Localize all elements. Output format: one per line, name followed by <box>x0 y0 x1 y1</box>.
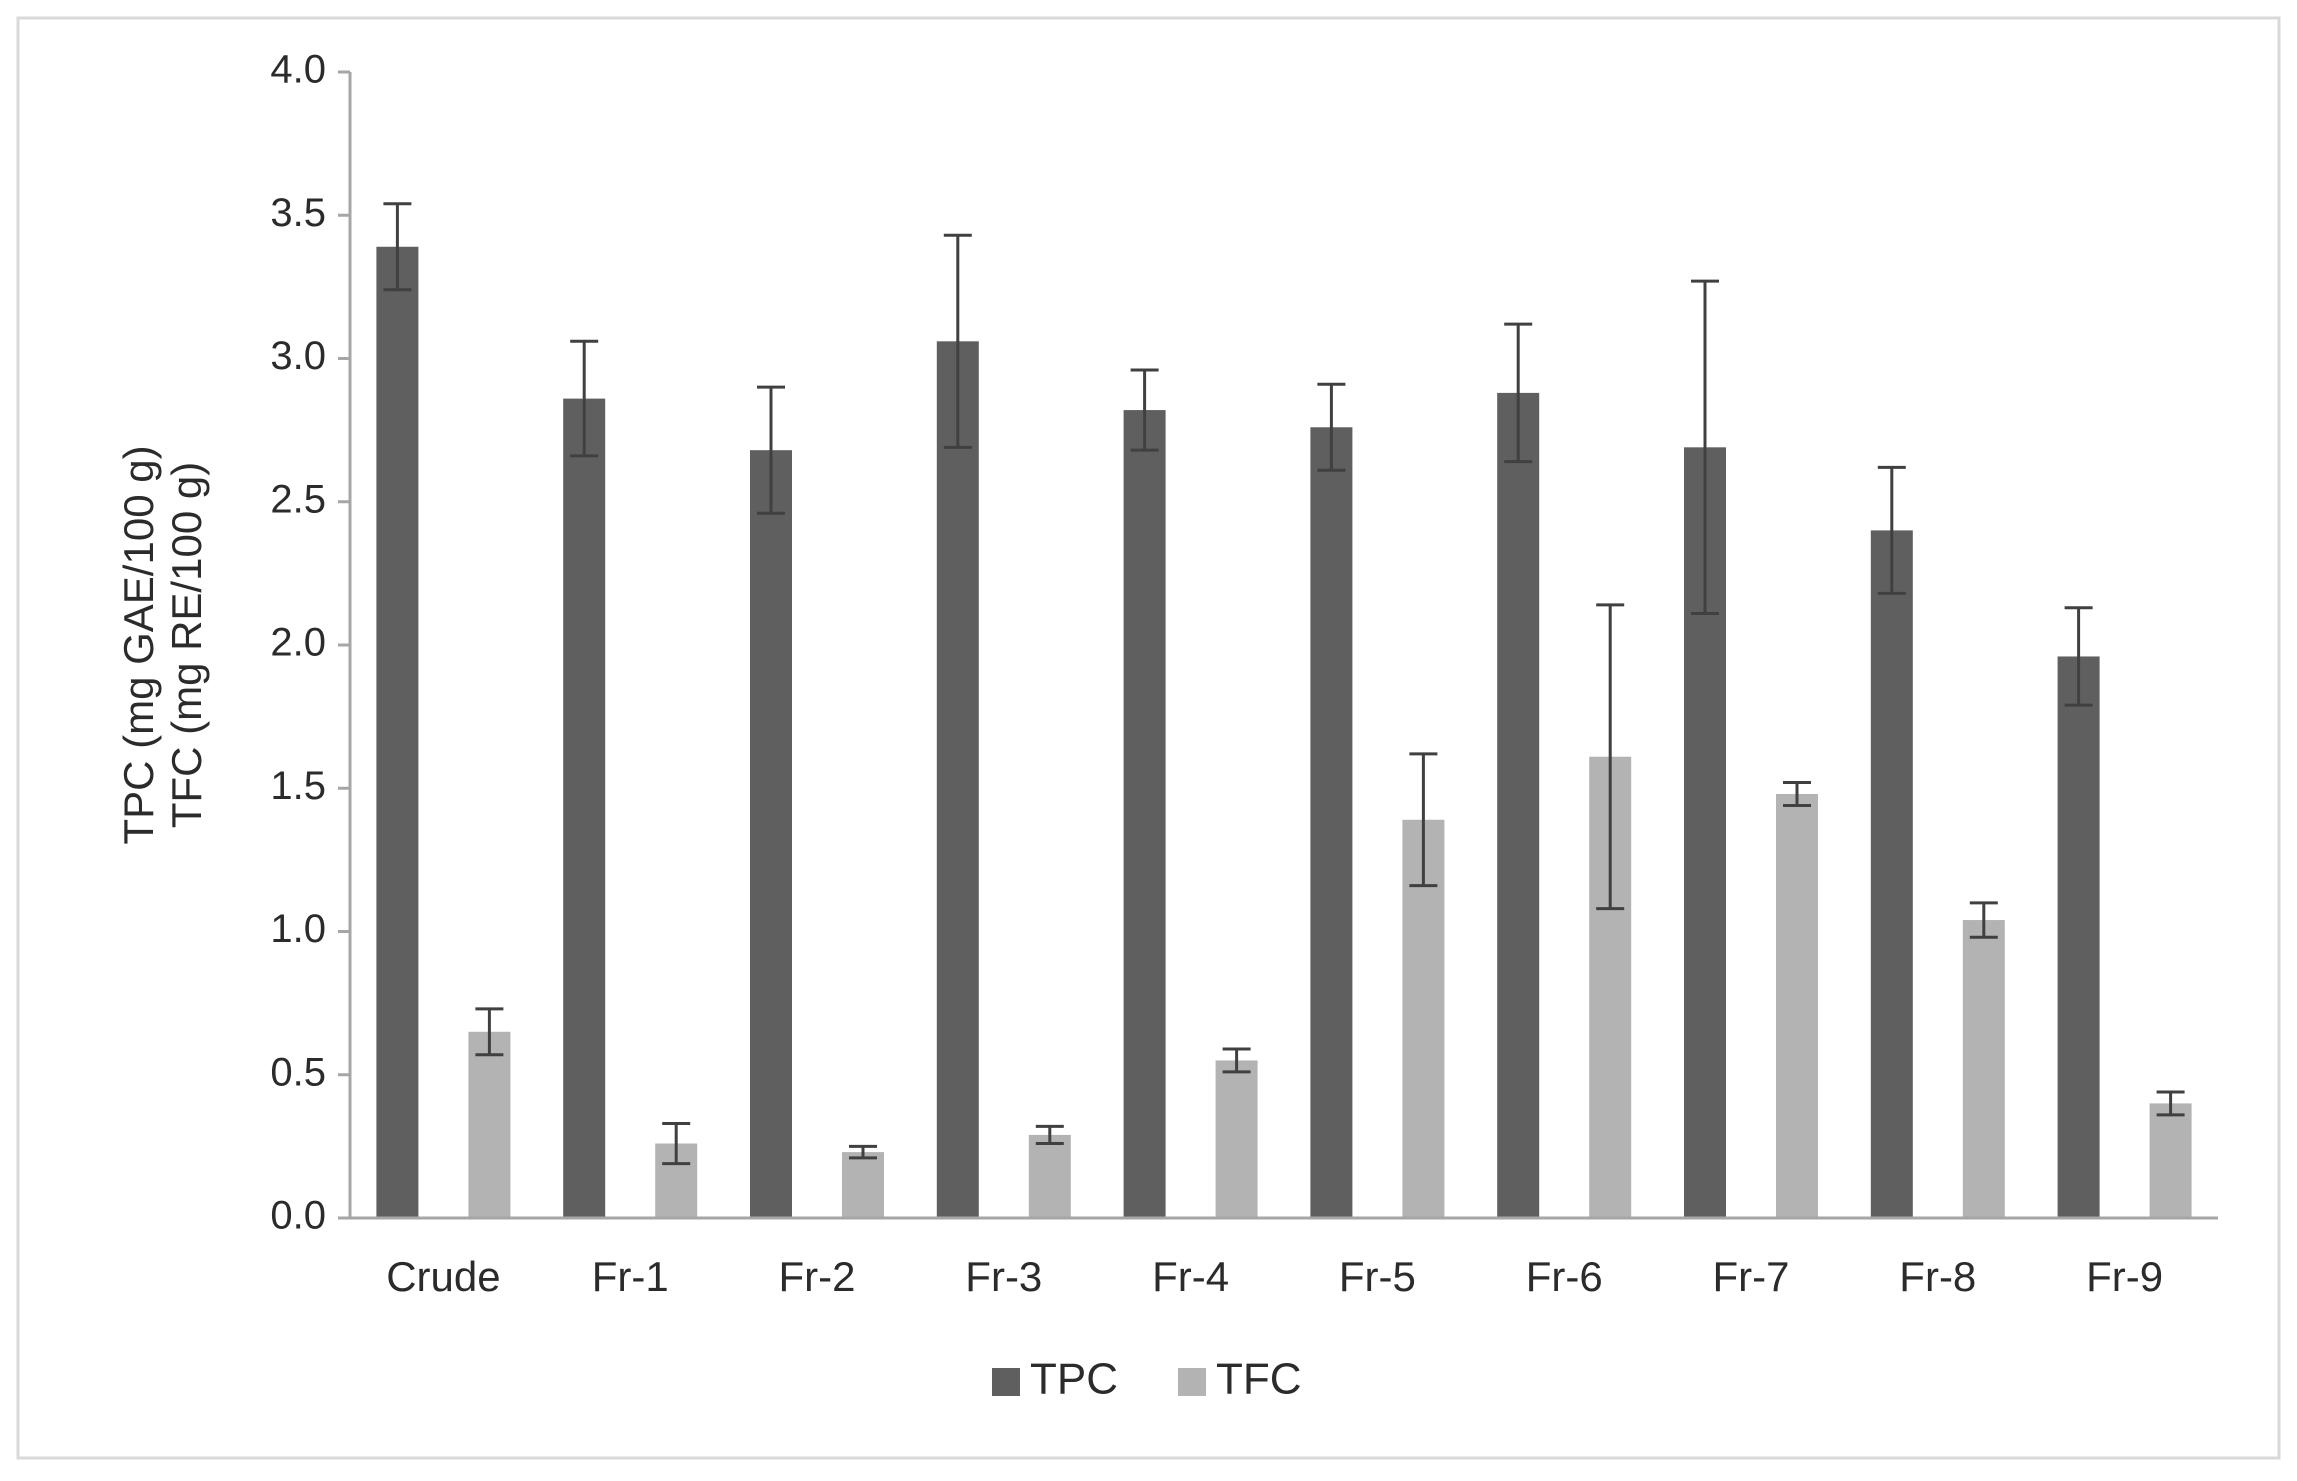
bar-tpc <box>1497 392 1540 1218</box>
x-tick-label: Fr-1 <box>592 1253 669 1300</box>
x-tick-label: Crude <box>386 1253 500 1300</box>
y-axis-ticks: 0.0 0.5 1.0 1.5 2.0 2.5 3.0 3.5 4.0 <box>270 48 350 1238</box>
bar-tpc <box>1123 410 1166 1218</box>
y-tick-label: 1.0 <box>270 907 326 951</box>
y-tick-label: 2.5 <box>270 477 326 521</box>
x-tick-label: Fr-8 <box>1899 1253 1976 1300</box>
y-tick-label: 3.0 <box>270 334 326 378</box>
bar-tpc <box>936 341 979 1218</box>
y-tick-label: 3.5 <box>270 191 326 235</box>
bar-tpc <box>2057 656 2100 1218</box>
x-tick-label: Fr-6 <box>1526 1253 1603 1300</box>
bar-tfc <box>2149 1103 2192 1218</box>
legend-label-tpc: TPC <box>1030 1355 1118 1404</box>
x-tick-label: Fr-9 <box>2086 1253 2163 1300</box>
axes-layer <box>338 72 2218 1220</box>
y-tick-label: 4.0 <box>270 48 326 92</box>
x-tick-label: Fr-2 <box>779 1253 856 1300</box>
y-tick-label: 2.0 <box>270 621 326 665</box>
bar-tfc <box>1215 1060 1258 1218</box>
y-axis-title-line: TFC (mg RE/100 g) <box>163 462 210 828</box>
y-axis-title: TPC (mg GAE/100 g) TFC (mg RE/100 g) <box>115 445 210 844</box>
y-tick-label: 0.5 <box>270 1050 326 1094</box>
legend-label-tfc: TFC <box>1216 1355 1302 1404</box>
bar-tfc <box>842 1152 884 1218</box>
error-bars-layer <box>383 202 2185 1166</box>
legend: TPC TFC <box>992 1355 1302 1404</box>
x-tick-label: Fr-3 <box>965 1253 1042 1300</box>
y-tick-label: 0.0 <box>270 1194 326 1238</box>
y-axis-title-line: TPC (mg GAE/100 g) <box>115 445 162 844</box>
bar-tfc <box>1776 793 1818 1218</box>
x-axis-labels: Crude Fr-1 Fr-2 Fr-3 Fr-4 Fr-5 Fr-6 Fr-7 Fr-8 Fr-… <box>386 1253 2163 1300</box>
bar-tpc <box>750 450 792 1218</box>
x-tick-label: Fr-5 <box>1339 1253 1416 1300</box>
bar-tpc <box>563 398 606 1218</box>
legend-swatch-tpc <box>992 1368 1020 1396</box>
bar-tpc <box>1870 530 1913 1218</box>
x-tick-label: Fr-7 <box>1713 1253 1790 1300</box>
legend-swatch-tfc <box>1178 1368 1206 1396</box>
bar-tpc <box>376 246 419 1218</box>
x-tick-label: Fr-4 <box>1152 1253 1229 1300</box>
bar-tpc <box>1310 427 1353 1218</box>
bar-tfc <box>1962 920 2005 1218</box>
y-tick-label: 1.5 <box>270 764 326 808</box>
bar-tfc <box>1028 1134 1071 1218</box>
bar-tfc <box>468 1031 511 1218</box>
